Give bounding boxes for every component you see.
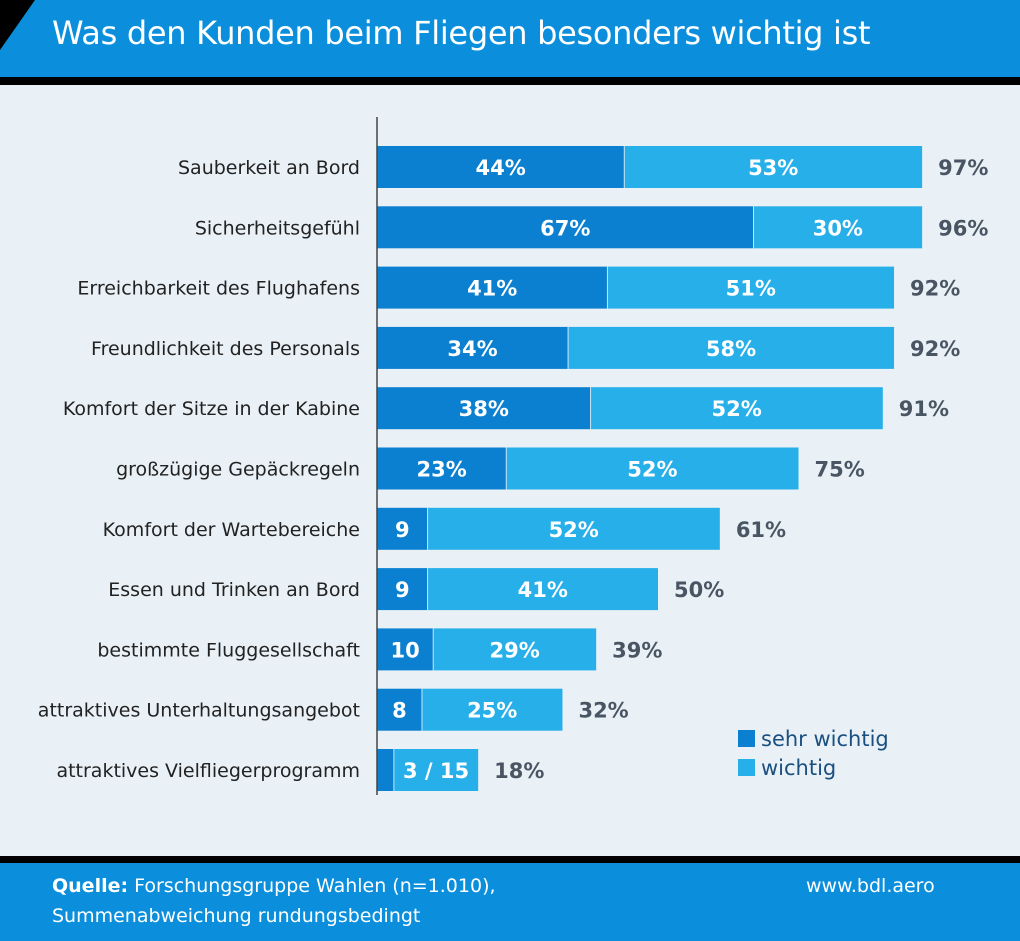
category-label: Komfort der Sitze in der Kabine: [63, 398, 360, 420]
category-label: Komfort der Wartebereiche: [103, 519, 360, 541]
segment-label: 8: [392, 699, 407, 723]
bar-wichtig: [607, 266, 895, 309]
total-label: 92%: [910, 277, 960, 301]
segment-label: 9: [395, 518, 410, 542]
segment-label: 38%: [459, 397, 509, 421]
category-label: Sicherheitsgefühl: [195, 217, 360, 239]
bar-wichtig: [624, 146, 923, 188]
total-label: 32%: [578, 699, 628, 723]
bar-wichtig: [427, 507, 720, 550]
total-label: 96%: [938, 216, 988, 240]
total-label: 75%: [815, 458, 865, 482]
total-label: 97%: [938, 156, 988, 180]
bar-sehr-wichtig: [377, 447, 507, 490]
segment-label: 25%: [467, 699, 517, 723]
segment-label: 3 / 15: [403, 759, 469, 783]
segment-label: 10: [390, 638, 419, 662]
total-label: 91%: [899, 397, 949, 421]
category-label: Erreichbarkeit des Flughafens: [77, 278, 360, 300]
segment-label: 52%: [712, 397, 762, 421]
header-divider: [0, 77, 1020, 85]
segment-label: 44%: [476, 156, 526, 180]
category-label: großzügige Gepäckregeln: [116, 459, 360, 481]
category-label: Freundlichkeit des Personals: [91, 338, 360, 360]
legend-swatch: [738, 759, 755, 776]
bar-sehr-wichtig: [377, 266, 608, 309]
bar-sehr-wichtig: [377, 568, 428, 611]
segment-label: 67%: [540, 216, 590, 240]
segment-label: 51%: [726, 277, 776, 301]
footer-bar: Quelle: Forschungsgruppe Wahlen (n=1.010…: [0, 863, 1020, 941]
segment-label: 30%: [813, 216, 863, 240]
source-text: Forschungsgruppe Wahlen (n=1.010),: [128, 875, 496, 897]
category-label: bestimmte Fluggesellschaft: [97, 639, 360, 661]
segment-label: 41%: [518, 578, 568, 602]
total-label: 61%: [736, 518, 786, 542]
source-label: Quelle:: [52, 875, 129, 897]
category-label: Essen und Trinken an Bord: [108, 579, 360, 601]
segment-label: 29%: [490, 638, 540, 662]
footer-divider: [0, 856, 1020, 863]
chart-title: Was den Kunden beim Fliegen besonders wi…: [52, 14, 871, 52]
segment-label: 58%: [706, 337, 756, 361]
category-label: attraktives Vielfliegerprogramm: [56, 760, 360, 782]
total-label: 39%: [612, 638, 662, 662]
bar-wichtig: [753, 206, 923, 249]
category-label: attraktives Unterhaltungsangebot: [38, 700, 360, 722]
legend-label: wichtig: [761, 756, 836, 780]
segment-label: 9: [395, 578, 410, 602]
bar-wichtig: [568, 326, 895, 369]
total-label: 92%: [910, 337, 960, 361]
bar-wichtig: [590, 387, 883, 430]
legend-swatch: [738, 730, 755, 747]
footnote: Summenabweichung rundungsbedingt: [52, 905, 421, 927]
bar-wichtig: [393, 749, 479, 791]
segment-label: 52%: [549, 518, 599, 542]
bar-sehr-wichtig: [377, 206, 754, 249]
bar-wichtig: [421, 688, 563, 731]
header-bar: Was den Kunden beim Fliegen besonders wi…: [0, 0, 1020, 77]
bar-wichtig: [433, 628, 597, 671]
corner-decoration: [0, 0, 35, 50]
category-label: Sauberkeit an Bord: [178, 157, 360, 179]
bar-sehr-wichtig: [377, 387, 591, 430]
bar-sehr-wichtig: [377, 507, 428, 550]
bar-wichtig: [506, 447, 799, 490]
bar-sehr-wichtig: [377, 146, 625, 188]
bar-sehr-wichtig: [377, 749, 394, 791]
segment-label: 34%: [447, 337, 497, 361]
segment-label: 52%: [627, 458, 677, 482]
website-link[interactable]: www.bdl.aero: [806, 875, 935, 897]
segment-label: 23%: [416, 458, 466, 482]
bar-sehr-wichtig: [377, 628, 434, 671]
source-line: Quelle: Forschungsgruppe Wahlen (n=1.010…: [52, 875, 496, 897]
bar-wichtig: [427, 568, 658, 611]
total-label: 18%: [494, 759, 544, 783]
legend-label: sehr wichtig: [761, 727, 889, 751]
total-label: 50%: [674, 578, 724, 602]
segment-label: 53%: [748, 156, 798, 180]
segment-label: 41%: [467, 277, 517, 301]
bar-sehr-wichtig: [377, 688, 422, 731]
bar-sehr-wichtig: [377, 326, 569, 369]
